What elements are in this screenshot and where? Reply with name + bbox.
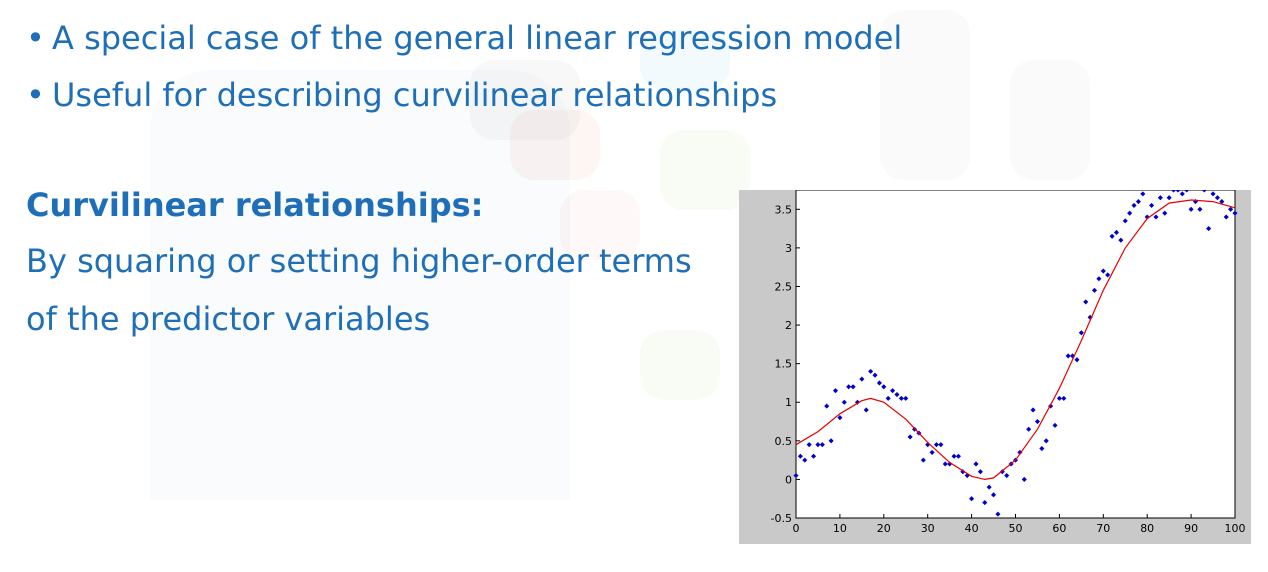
x-tick-label: 100 — [1225, 522, 1246, 535]
section-heading: Curvilinear relationships: — [26, 186, 484, 224]
data-point — [1105, 272, 1111, 278]
data-point — [1026, 426, 1032, 432]
y-tick-label: 1 — [785, 396, 792, 409]
y-tick-label: 0.5 — [775, 435, 793, 448]
data-point — [1109, 233, 1115, 239]
bullet-glyph: • — [26, 19, 45, 57]
fit-curve-line — [795, 199, 1236, 481]
x-tick-label: 40 — [965, 522, 979, 535]
data-point — [1149, 202, 1155, 208]
plot-figure: -0.5 0 0.5 1 1.5 2 2.5 3 3.5 0 10 20 30 40 50 60 70 80 90 1… — [739, 190, 1251, 544]
data-point — [1179, 191, 1185, 197]
data-point — [881, 384, 887, 390]
x-tick-label: 20 — [877, 522, 891, 535]
y-tick-label: 2.5 — [775, 280, 793, 293]
data-point — [1175, 190, 1181, 193]
watermark-block — [510, 110, 600, 180]
x-tick-label: 50 — [1009, 522, 1023, 535]
data-point — [890, 388, 896, 394]
data-point — [1030, 407, 1036, 413]
data-point — [977, 469, 983, 475]
data-point — [1113, 229, 1120, 235]
x-tick-label: 30 — [921, 522, 935, 535]
data-point — [1206, 226, 1212, 232]
watermark-block — [470, 60, 580, 140]
x-tick-label: 80 — [1140, 522, 1154, 535]
bullet-glyph: • — [26, 76, 45, 114]
data-point — [872, 372, 878, 378]
data-point — [894, 391, 900, 398]
data-point — [876, 380, 882, 386]
watermark-block — [1010, 60, 1090, 180]
data-point — [933, 442, 940, 448]
data-point — [1214, 195, 1220, 201]
x-tick-label: 0 — [793, 522, 800, 535]
data-point — [951, 453, 957, 459]
x-tick-label: 60 — [1052, 522, 1066, 535]
x-tick-label: 70 — [1096, 522, 1110, 535]
data-point — [1135, 199, 1141, 205]
data-point — [1034, 418, 1040, 425]
data-point — [1140, 191, 1146, 197]
data-point — [1061, 395, 1067, 401]
data-point — [995, 511, 1001, 517]
plot-area — [795, 190, 1236, 519]
bullet-text: A special case of the general linear reg… — [52, 19, 903, 57]
data-point — [1039, 445, 1045, 452]
body-text-line: By squaring or setting higher-order term… — [26, 242, 692, 280]
data-point — [986, 484, 992, 490]
data-point — [819, 442, 825, 448]
watermark-block — [660, 130, 750, 210]
data-point — [806, 442, 812, 448]
scatter-plot: -0.500.511.522.533.50 10 20 30 40 50 60 70 80 90 1… — [771, 190, 1246, 535]
bullet-item: • A special case of the general linear re… — [26, 10, 902, 67]
watermark-block — [640, 330, 720, 400]
data-point — [1056, 395, 1062, 401]
y-tick-label: 0 — [785, 473, 792, 486]
bullet-text: Useful for describing curvilinear relati… — [52, 76, 778, 114]
data-point — [1096, 276, 1102, 282]
x-tick-label: 10 — [833, 522, 847, 535]
x-tick-label: 90 — [1184, 522, 1198, 535]
y-tick-label: 2 — [785, 319, 792, 332]
y-tick-label: 1.5 — [775, 358, 793, 371]
data-point — [859, 376, 865, 382]
bullet-list: • A special case of the general linear re… — [26, 10, 902, 124]
data-point — [1170, 190, 1177, 193]
bullet-item: • Useful for describing curvilinear relat… — [26, 67, 902, 124]
data-point — [1223, 214, 1229, 220]
data-point — [1210, 191, 1216, 197]
y-tick-label: 3.5 — [775, 203, 793, 216]
body-text-line: of the predictor variables — [26, 300, 431, 338]
y-tick-label: -0.5 — [771, 512, 792, 525]
data-point — [907, 434, 913, 440]
data-point — [955, 453, 961, 459]
data-point — [1184, 190, 1190, 193]
watermark-block — [640, 30, 730, 90]
y-tick-label: 3 — [785, 242, 792, 255]
data-point — [1074, 357, 1080, 363]
data-point — [1100, 268, 1106, 274]
watermark-block — [560, 190, 640, 260]
watermark-book-shape — [150, 70, 570, 500]
data-point — [1065, 353, 1071, 359]
watermark-block — [880, 10, 970, 180]
